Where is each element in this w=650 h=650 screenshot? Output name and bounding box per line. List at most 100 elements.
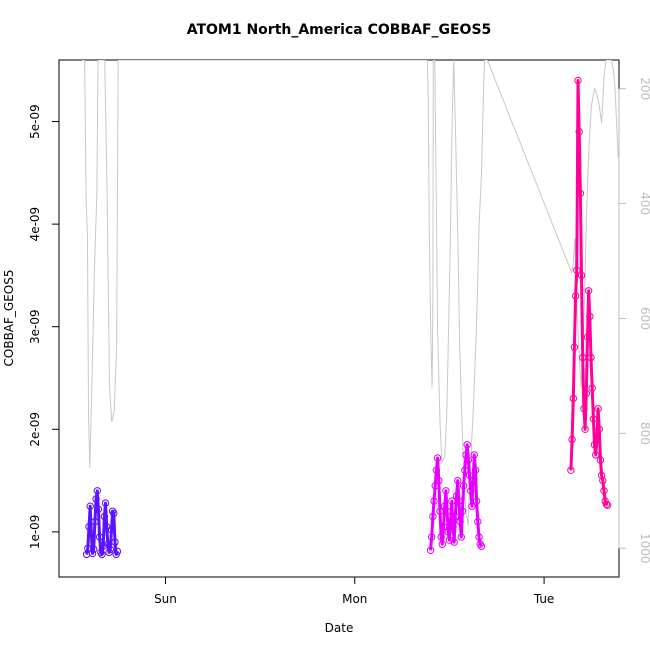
- y-tick-label: 3e-09: [28, 309, 42, 344]
- data-point: [91, 517, 99, 526]
- data-point: [472, 497, 481, 505]
- y2-tick-label: 400: [638, 192, 650, 215]
- data-point: [477, 542, 486, 550]
- data-point: [582, 389, 590, 398]
- data-point: [475, 533, 483, 541]
- data-points-layer: [82, 76, 612, 559]
- data-point: [443, 507, 451, 515]
- pressure-line: [81, 60, 619, 526]
- data-point: [584, 287, 593, 295]
- data-point: [567, 466, 575, 474]
- data-point: [596, 456, 605, 464]
- data-point: [457, 533, 465, 541]
- chart-title: ATOM1 North_America COBBAF_GEOS5: [187, 22, 492, 38]
- data-point: [580, 405, 588, 413]
- data-point: [574, 76, 582, 85]
- data-point: [603, 501, 612, 509]
- data-point: [433, 454, 442, 462]
- data-point: [426, 546, 435, 554]
- data-point: [451, 512, 459, 521]
- data-point: [568, 435, 576, 444]
- data-point: [430, 497, 438, 505]
- series-1-trace: [85, 489, 119, 556]
- data-point: [461, 466, 469, 474]
- data-point: [438, 540, 446, 548]
- data-point: [94, 505, 103, 513]
- data-point: [600, 487, 608, 495]
- data-point: [571, 292, 580, 300]
- data-point: [454, 476, 462, 485]
- data-point: [98, 550, 106, 559]
- data-point: [589, 415, 598, 423]
- data-point: [575, 128, 583, 136]
- data-point: [435, 476, 443, 485]
- data-point: [101, 499, 110, 507]
- data-point: [88, 549, 97, 558]
- data-point: [570, 343, 579, 351]
- data-point: [449, 523, 457, 531]
- x-tick-label: Sun: [154, 592, 177, 606]
- data-point: [569, 394, 577, 403]
- data-point: [597, 471, 606, 480]
- data-point: [99, 542, 107, 550]
- data-point: [100, 512, 109, 521]
- data-point: [93, 487, 102, 495]
- data-point: [599, 476, 607, 485]
- data-point: [602, 500, 611, 508]
- data-point: [581, 425, 589, 433]
- y-axis: 1e-09 2e-09 3e-09 4e-09 5e-09: [28, 104, 60, 549]
- data-point: [583, 333, 592, 341]
- data-point: [428, 533, 436, 541]
- y-tick-label: 5e-09: [28, 104, 42, 139]
- data-point: [468, 502, 476, 510]
- data-point: [431, 482, 439, 490]
- plot-frame: [58, 59, 620, 578]
- data-point: [439, 523, 448, 531]
- y2-tick-label: 1000: [638, 533, 650, 564]
- data-point: [470, 451, 478, 459]
- data-point: [474, 517, 482, 526]
- data-point: [588, 384, 596, 392]
- x-tick-label: Mon: [342, 592, 367, 606]
- data-point: [456, 517, 464, 526]
- y-axis-label: COBBAF_GEOS5: [2, 270, 16, 367]
- data-point: [579, 353, 587, 362]
- data-point: [450, 538, 458, 546]
- data-point: [442, 487, 450, 495]
- data-point: [576, 189, 585, 198]
- series-2-trace: [429, 443, 483, 551]
- data-point: [432, 466, 441, 474]
- y2-tick-label: 800: [638, 422, 650, 445]
- y2-tick-label: 600: [638, 307, 650, 330]
- data-point: [476, 540, 484, 548]
- pressure-line-layer: [81, 60, 619, 526]
- data-point: [459, 482, 468, 490]
- data-point: [471, 466, 480, 474]
- y-tick-label: 2e-09: [28, 412, 42, 447]
- data-point: [455, 497, 463, 505]
- data-point: [448, 497, 456, 505]
- data-point: [445, 536, 454, 544]
- data-point: [97, 548, 105, 557]
- data-point: [464, 456, 473, 464]
- data-point: [444, 528, 452, 536]
- data-point: [595, 425, 603, 433]
- data-point: [594, 405, 602, 413]
- data-point: [436, 507, 444, 515]
- data-point: [111, 538, 119, 546]
- data-point: [592, 451, 600, 459]
- data-point: [87, 530, 96, 538]
- data-point: [465, 471, 474, 480]
- data-point: [92, 495, 100, 503]
- data-point: [86, 502, 94, 510]
- data-point: [113, 547, 122, 556]
- data-point: [90, 545, 98, 553]
- x-axis: Sun Mon Tue: [154, 576, 554, 606]
- data-point: [577, 271, 586, 280]
- data-point: [573, 266, 581, 274]
- data-point: [467, 487, 475, 495]
- data-point: [463, 441, 471, 449]
- data-point: [586, 312, 594, 321]
